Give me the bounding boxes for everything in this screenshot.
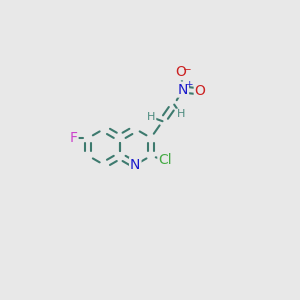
Text: O: O [195,84,206,98]
Text: O: O [176,65,186,79]
Text: N: N [130,158,140,172]
Text: −: − [182,65,191,75]
Text: H: H [177,110,185,119]
Text: N: N [178,82,188,97]
Text: H: H [147,112,155,122]
Text: F: F [69,131,77,145]
Text: Cl: Cl [158,153,172,167]
Text: +: + [184,80,192,89]
